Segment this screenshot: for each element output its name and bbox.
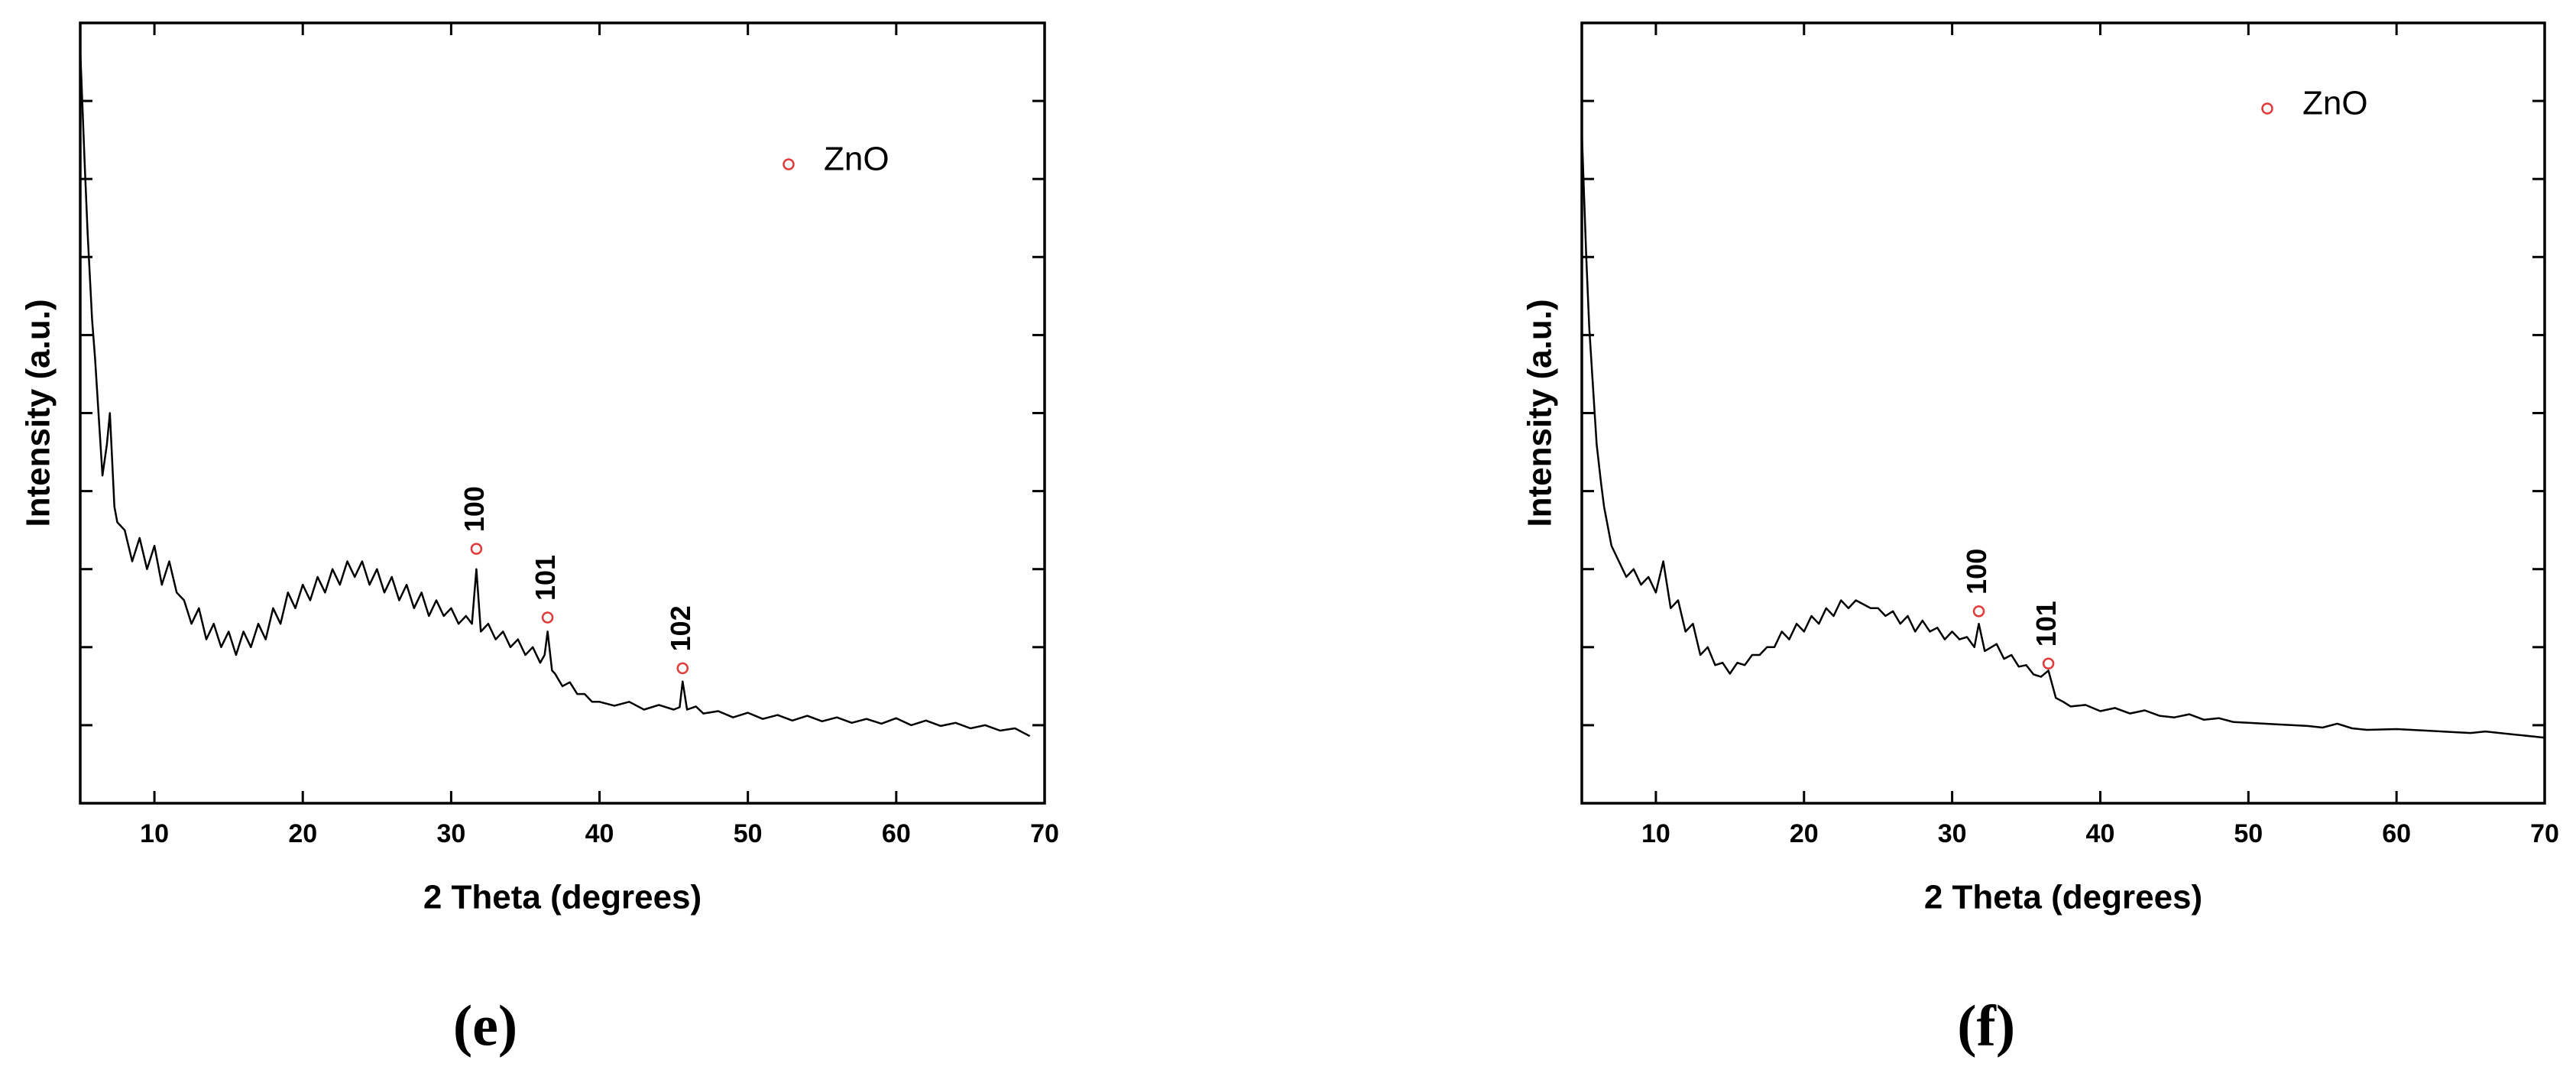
x-axis-title: 2 Theta (degrees) <box>1924 879 2202 916</box>
peak-marker <box>676 662 689 675</box>
x-tick-label: 10 <box>1641 819 1670 848</box>
chart: 10 20 30 40 50 60 70 100 101 102 ZnO 2 Theta (degre… <box>20 21 1059 1058</box>
caption: (f) <box>1957 994 2015 1058</box>
x-tick-label: 50 <box>734 819 763 848</box>
legend-label: ZnO <box>824 141 889 178</box>
y-axis-title: Intensity (a.u.) <box>1521 299 1559 527</box>
peak-label: 102 <box>665 605 696 651</box>
x-tick-label: 60 <box>882 819 911 848</box>
x-tick-label: 50 <box>2234 819 2263 848</box>
plot-frame <box>1580 21 2546 805</box>
x-tick-label: 20 <box>1790 819 1819 848</box>
caption: (e) <box>453 994 517 1058</box>
x-tick-label: 30 <box>1938 819 1967 848</box>
xrd-line <box>79 49 1031 737</box>
y-axis-title: Intensity (a.u.) <box>20 299 57 527</box>
x-tick-label: 40 <box>2086 819 2115 848</box>
peak-marker <box>541 611 554 624</box>
x-tick-label: 70 <box>2530 819 2559 848</box>
legend-label: ZnO <box>2302 85 2368 122</box>
x-tick-label: 40 <box>585 819 614 848</box>
x-axis-title: 2 Theta (degrees) <box>423 879 702 916</box>
plot-frame <box>79 21 1046 805</box>
x-tick-label: 10 <box>140 819 169 848</box>
peak-marker <box>470 543 483 555</box>
peak-label: 101 <box>2030 601 2062 647</box>
peak-marker <box>2042 657 2055 669</box>
x-tick-label: 60 <box>2382 819 2411 848</box>
x-tick-label: 30 <box>436 819 465 848</box>
peak-label: 101 <box>530 555 561 601</box>
x-tick-label: 20 <box>288 819 317 848</box>
x-tick-label: 70 <box>1030 819 1059 848</box>
xrd-line <box>1580 131 2545 739</box>
peak-marker <box>1972 605 1985 618</box>
peak-label: 100 <box>1961 549 1992 595</box>
legend-marker <box>2261 102 2273 115</box>
chart: 10 20 30 40 50 60 70 100 101 ZnO 2 Theta (degrees)… <box>1521 21 2559 1058</box>
peak-label: 100 <box>458 486 490 532</box>
legend-marker <box>783 158 795 170</box>
